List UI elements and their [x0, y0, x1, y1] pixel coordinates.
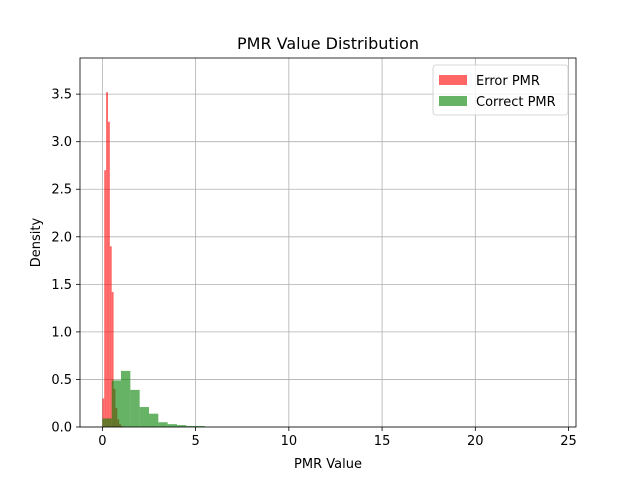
x-tick-label: 0 — [98, 434, 106, 449]
histogram-bar — [102, 418, 112, 427]
legend-label: Correct PMR — [476, 95, 556, 110]
y-tick-label: 1.0 — [51, 325, 72, 340]
histogram-bar — [139, 407, 149, 427]
legend-swatch — [439, 75, 467, 85]
histogram-bar — [186, 426, 196, 427]
y-tick-label: 3.0 — [51, 135, 72, 150]
x-tick-label: 10 — [281, 434, 298, 449]
histogram-bar — [121, 370, 131, 427]
chart-title: PMR Value Distribution — [237, 34, 419, 53]
y-tick-label: 2.0 — [51, 230, 72, 245]
axes-frame — [79, 57, 577, 428]
grid-lines — [80, 58, 576, 428]
axis-ticks: 0 5 10 15 20 25 0.0 0.5 1.0 1.5 2.0 2.5 3.0 3.5 — [51, 88, 577, 449]
histogram-bars — [102, 92, 205, 428]
histogram-bar — [104, 170, 107, 427]
histogram-bar — [102, 398, 105, 427]
histogram-bar — [148, 413, 159, 427]
legend-label: Error PMR — [476, 74, 540, 89]
x-tick-label: 5 — [191, 434, 199, 449]
histogram-bar — [158, 422, 168, 427]
legend: Error PMR Correct PMR — [432, 64, 569, 116]
y-tick-label: 2.5 — [51, 183, 72, 198]
y-tick-label: 3.5 — [51, 88, 72, 103]
y-tick-label: 0.5 — [51, 373, 72, 388]
histogram-bar — [106, 92, 108, 427]
histogram-bar — [195, 426, 205, 427]
histogram-bar — [176, 425, 187, 427]
histogram-bar — [109, 246, 112, 427]
histogram-bar — [111, 291, 114, 427]
y-axis-label: Density — [29, 217, 44, 267]
histogram-bar — [167, 424, 177, 427]
histogram-bar — [130, 389, 140, 427]
series-correct-pmr — [102, 370, 205, 427]
x-axis-label: PMR Value — [294, 457, 362, 472]
histogram-bar — [107, 121, 110, 428]
legend-swatch — [439, 96, 467, 106]
y-tick-label: 0.0 — [51, 421, 72, 436]
x-tick-label: 20 — [467, 434, 484, 449]
x-tick-label: 15 — [374, 434, 391, 449]
y-tick-label: 1.5 — [51, 278, 72, 293]
histogram-bar — [111, 380, 122, 427]
x-tick-label: 25 — [560, 434, 577, 449]
